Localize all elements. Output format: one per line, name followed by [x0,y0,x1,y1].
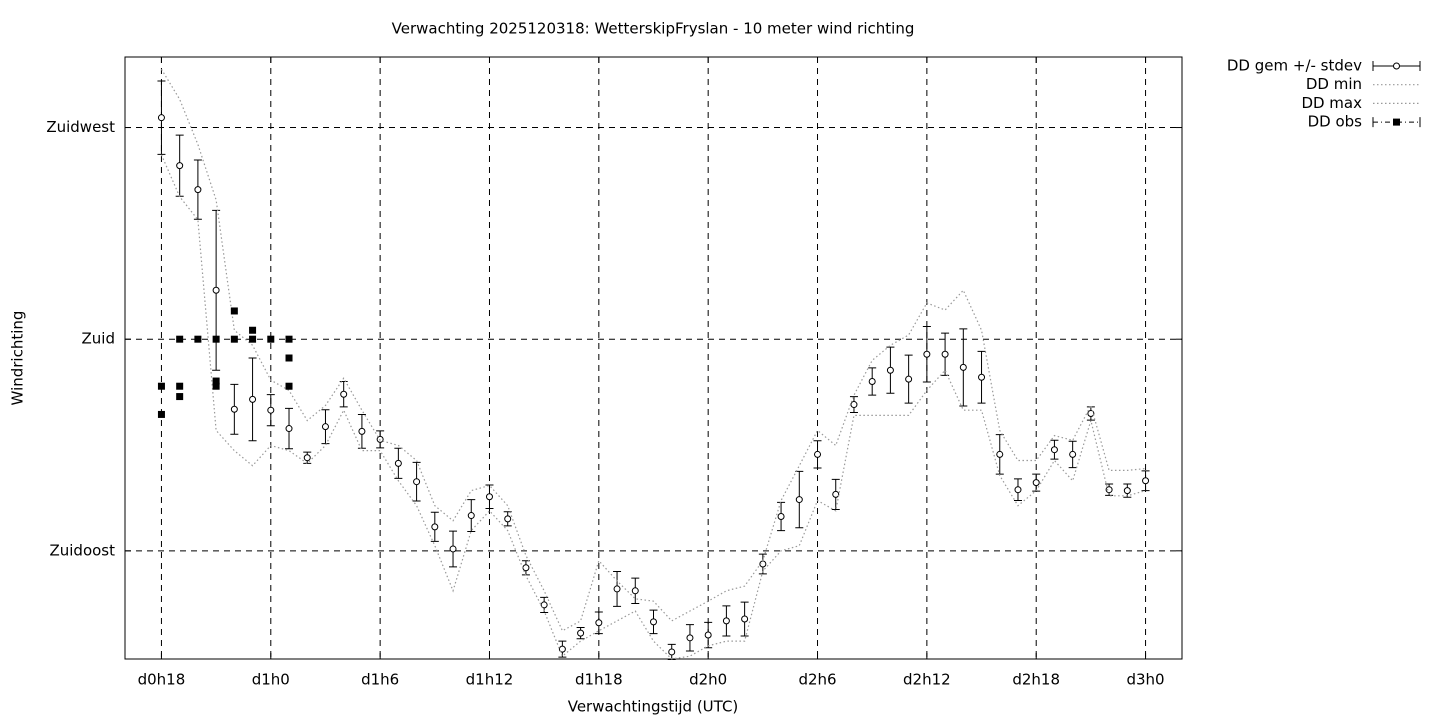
mean-point [1050,446,1058,454]
x-tick-label: d3h0 [1126,671,1164,689]
obs-point [176,382,184,390]
mean-point [996,450,1004,458]
mean-point [631,587,639,595]
mean-point [1142,477,1150,485]
obs-point [285,335,293,343]
x-tick-label: d2h12 [903,671,951,689]
mean-point [741,615,749,623]
mean-point [704,631,712,639]
mean-point [340,390,348,398]
x-tick-label: d1h6 [361,671,399,689]
mean-point [978,373,986,381]
mean-point [814,450,822,458]
mean-point [850,401,858,409]
obs-point [230,307,238,315]
mean-point [668,648,676,656]
obs-point [176,335,184,343]
obs-point [285,382,293,390]
mean-point [212,286,220,294]
mean-point [449,545,457,553]
mean-point [394,459,402,467]
legend-label: DD obs [1308,113,1363,131]
mean-point [558,645,566,653]
mean-point [613,585,621,593]
obs-point [157,382,165,390]
mean-point [868,378,876,386]
mean-point [431,523,439,531]
plot-frame [124,56,1183,660]
mean-point [176,162,184,170]
mean-point [1014,486,1022,494]
x-tick-label: d2h18 [1012,671,1060,689]
mean-point [959,363,967,371]
mean-point [522,564,530,572]
obs-point [249,335,257,343]
mean-point [249,395,257,403]
mean-point [832,490,840,498]
mean-point [285,425,293,433]
mean-point [777,512,785,520]
legend-swatch [1393,62,1400,70]
mean-point [1123,487,1131,495]
obs-point [212,377,220,385]
obs-point [157,410,165,418]
mean-point [795,496,803,504]
mean-point [1105,486,1113,494]
mean-point [467,512,475,520]
y-tick-label: Zuidoost [49,541,115,559]
mean-point [1069,450,1077,458]
legend-label: DD min [1306,75,1362,93]
mean-point [540,601,548,609]
obs-point [249,326,257,334]
x-tick-label: d0h18 [138,671,186,689]
x-tick-label: d1h18 [575,671,623,689]
mean-point [1032,479,1040,487]
mean-point [923,350,931,358]
mean-point [413,478,421,486]
chart-title: Verwachting 2025120318: WetterskipFrysla… [392,20,915,38]
mean-point [941,350,949,358]
mean-point [230,405,238,413]
legend-label: DD gem +/- stdev [1227,57,1362,75]
mean-point [595,619,603,627]
mean-point [485,493,493,501]
legend-label: DD max [1301,94,1362,112]
mean-point [650,618,657,626]
obs-point [267,335,275,343]
x-tick-label: d1h0 [252,671,290,689]
obs-point [176,393,184,401]
mean-point [905,375,913,383]
obs-point [285,354,293,362]
range-line [160,68,1146,632]
mean-point [886,366,894,374]
mean-point [577,629,585,637]
obs-point [230,335,238,343]
obs-point [212,335,220,343]
mean-point [321,423,329,431]
mean-point [358,427,366,435]
x-tick-label: d2h0 [689,671,727,689]
mean-point [504,515,512,523]
y-tick-label: Zuidwest [46,118,115,136]
y-axis-label: Windrichting [9,311,27,406]
x-axis-label: Verwachtingstijd (UTC) [568,698,739,716]
x-tick-label: d1h12 [466,671,514,689]
obs-point [212,382,220,390]
mean-point [194,186,202,194]
mean-point [267,406,275,414]
legend-swatch [1393,118,1400,126]
obs-point [194,335,202,343]
y-tick-label: Zuid [82,330,115,348]
mean-point [303,454,311,462]
mean-point [722,617,730,625]
mean-point [686,634,694,642]
mean-point [157,114,165,122]
x-tick-label: d2h6 [798,671,836,689]
